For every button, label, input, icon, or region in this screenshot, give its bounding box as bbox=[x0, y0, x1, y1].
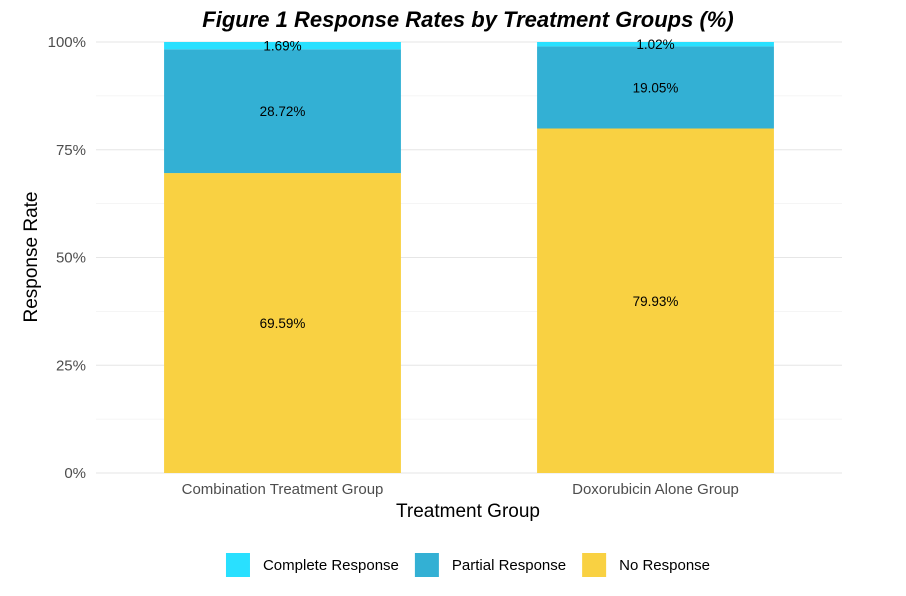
legend-key-complete-response bbox=[225, 553, 250, 577]
y-tick-label: 25% bbox=[56, 357, 86, 374]
y-axis-title: Response Rate bbox=[21, 192, 42, 323]
bar-partial-response bbox=[537, 46, 774, 129]
data-label: 19.05% bbox=[633, 80, 679, 95]
y-tick-label: 100% bbox=[48, 34, 86, 51]
bar-no-response bbox=[164, 173, 401, 474]
bars bbox=[164, 42, 774, 474]
data-label: 79.93% bbox=[633, 294, 679, 309]
legend-label: Partial Response bbox=[452, 557, 566, 574]
chart-title: Figure 1 Response Rates by Treatment Gro… bbox=[202, 7, 733, 32]
y-axis-ticks: 0% 25% 50% 75% 100% bbox=[48, 34, 86, 482]
data-label: 1.02% bbox=[636, 37, 674, 52]
y-tick-label: 0% bbox=[64, 465, 86, 482]
legend: Complete Response Partial Response No Resp… bbox=[225, 553, 710, 577]
legend-label: No Response bbox=[619, 557, 710, 574]
legend-label: Complete Response bbox=[263, 557, 399, 574]
data-labels: 69.59% 28.72% 1.69% 79.93% 19.05% 1.02% bbox=[260, 37, 679, 331]
y-tick-label: 50% bbox=[56, 250, 86, 267]
x-axis-title: Treatment Group bbox=[396, 501, 540, 522]
bar-complete-response bbox=[537, 42, 774, 47]
data-label: 1.69% bbox=[263, 39, 301, 54]
bar-complete-response bbox=[164, 42, 401, 50]
bar-no-response bbox=[537, 128, 774, 473]
x-tick-label: Combination Treatment Group bbox=[182, 481, 384, 498]
y-tick-label: 75% bbox=[56, 142, 86, 159]
legend-key-partial-response bbox=[414, 553, 439, 577]
x-axis-ticks: Combination Treatment Group Doxorubicin A… bbox=[182, 481, 739, 498]
data-label: 28.72% bbox=[260, 104, 306, 119]
bar-partial-response bbox=[164, 49, 401, 174]
data-label: 69.59% bbox=[260, 316, 306, 331]
legend-key-no-response bbox=[582, 553, 607, 577]
x-tick-label: Doxorubicin Alone Group bbox=[572, 481, 739, 498]
